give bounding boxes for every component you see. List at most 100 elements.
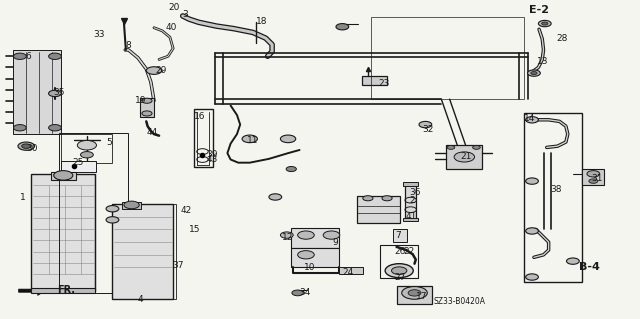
Circle shape xyxy=(298,231,314,239)
Circle shape xyxy=(292,290,303,296)
Text: 14: 14 xyxy=(524,114,536,123)
Bar xyxy=(582,169,604,185)
Text: 38: 38 xyxy=(550,185,561,194)
Circle shape xyxy=(18,142,35,150)
Circle shape xyxy=(587,171,600,177)
Text: 16: 16 xyxy=(193,112,205,121)
Text: 24: 24 xyxy=(342,268,354,277)
Bar xyxy=(61,134,113,163)
Circle shape xyxy=(147,67,162,74)
Text: 21: 21 xyxy=(461,152,472,161)
Circle shape xyxy=(566,258,579,264)
Text: 27: 27 xyxy=(394,272,406,281)
Text: 32: 32 xyxy=(422,125,433,134)
Bar xyxy=(447,145,481,169)
Text: SZ33-B0420A: SZ33-B0420A xyxy=(434,297,486,306)
Text: 28: 28 xyxy=(556,34,568,43)
Text: 18: 18 xyxy=(256,17,268,26)
Circle shape xyxy=(81,152,93,158)
Circle shape xyxy=(392,267,407,274)
Bar xyxy=(113,204,173,299)
Circle shape xyxy=(382,196,392,201)
Circle shape xyxy=(142,111,152,116)
Text: 6: 6 xyxy=(25,52,31,61)
Circle shape xyxy=(106,205,119,212)
Text: B-4: B-4 xyxy=(579,263,600,272)
Circle shape xyxy=(336,24,349,30)
Bar xyxy=(397,286,432,304)
Bar xyxy=(291,228,339,249)
Circle shape xyxy=(22,144,31,148)
Circle shape xyxy=(402,286,428,299)
Text: 26: 26 xyxy=(394,247,406,256)
Text: 39: 39 xyxy=(206,150,218,159)
Text: 41: 41 xyxy=(406,212,417,221)
Text: 31: 31 xyxy=(591,174,603,183)
Circle shape xyxy=(538,20,551,27)
Text: FR.: FR. xyxy=(57,285,75,295)
Bar xyxy=(31,288,95,293)
Bar xyxy=(60,132,129,293)
Circle shape xyxy=(49,53,61,59)
Circle shape xyxy=(106,217,119,223)
Circle shape xyxy=(472,145,480,149)
Text: 37: 37 xyxy=(172,261,183,271)
Circle shape xyxy=(385,264,413,278)
Circle shape xyxy=(531,71,537,75)
Circle shape xyxy=(454,152,474,162)
Bar xyxy=(524,114,582,282)
Text: 42: 42 xyxy=(180,206,192,215)
Bar xyxy=(51,172,76,180)
Circle shape xyxy=(13,53,26,59)
Text: 12: 12 xyxy=(282,233,293,242)
Text: 43: 43 xyxy=(206,155,218,164)
Circle shape xyxy=(242,135,257,143)
Text: 4: 4 xyxy=(138,295,143,304)
Text: 7: 7 xyxy=(396,231,401,240)
Text: 30: 30 xyxy=(26,144,38,153)
Text: 3: 3 xyxy=(182,11,188,19)
Text: 29: 29 xyxy=(156,66,166,75)
Circle shape xyxy=(124,201,140,209)
Text: 40: 40 xyxy=(166,23,177,32)
Text: 36: 36 xyxy=(410,188,421,197)
Bar xyxy=(140,98,154,117)
Circle shape xyxy=(323,231,340,239)
Circle shape xyxy=(280,232,293,238)
Text: 11: 11 xyxy=(246,136,258,145)
Bar xyxy=(405,183,417,220)
Polygon shape xyxy=(19,286,45,295)
Bar xyxy=(173,204,176,299)
Circle shape xyxy=(13,124,26,131)
Circle shape xyxy=(408,290,421,296)
Bar xyxy=(403,182,419,186)
Text: 19: 19 xyxy=(135,96,147,105)
Circle shape xyxy=(447,145,455,149)
Circle shape xyxy=(49,124,61,131)
Text: 8: 8 xyxy=(125,41,131,50)
Text: 33: 33 xyxy=(93,30,105,39)
Circle shape xyxy=(419,122,432,128)
Text: 44: 44 xyxy=(147,128,157,137)
Bar xyxy=(362,76,387,85)
Bar xyxy=(31,174,95,291)
Circle shape xyxy=(541,22,548,25)
Circle shape xyxy=(142,98,152,103)
Text: 10: 10 xyxy=(304,263,316,272)
Circle shape xyxy=(527,70,540,76)
Text: 1: 1 xyxy=(20,193,26,202)
Text: 22: 22 xyxy=(403,247,414,256)
Text: 35: 35 xyxy=(53,88,65,97)
Bar xyxy=(380,245,419,278)
Circle shape xyxy=(525,228,538,234)
Bar xyxy=(291,249,339,268)
Circle shape xyxy=(280,135,296,143)
Bar xyxy=(339,268,364,274)
Circle shape xyxy=(525,178,538,184)
Circle shape xyxy=(49,90,61,97)
Circle shape xyxy=(363,196,373,201)
Text: 23: 23 xyxy=(379,79,390,88)
Bar xyxy=(122,202,141,209)
Circle shape xyxy=(269,194,282,200)
Circle shape xyxy=(525,274,538,280)
